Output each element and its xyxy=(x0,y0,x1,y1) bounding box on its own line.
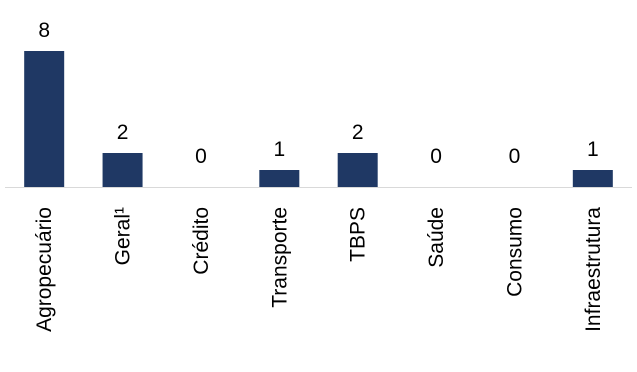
value-label-0: 8 xyxy=(38,19,50,42)
bar-0 xyxy=(24,51,65,187)
category-label-3: Transporte xyxy=(268,207,291,308)
value-label-1: 2 xyxy=(117,121,129,144)
bar-1 xyxy=(102,153,143,187)
category-labels-group: Agropecuário Geral¹ Crédito Transporte TBPS S… xyxy=(33,207,605,332)
category-label-1: Geral¹ xyxy=(112,207,135,265)
bar-7 xyxy=(572,170,613,187)
category-label-5: Saúde xyxy=(425,207,448,268)
category-label-0: Agropecuário xyxy=(33,207,56,332)
category-label-4: TBPS xyxy=(347,207,370,262)
category-label-7: Infraestrutura xyxy=(582,207,605,332)
value-label-7: 1 xyxy=(587,138,599,161)
value-label-2: 0 xyxy=(195,145,207,168)
value-labels-group: 8 2 0 1 2 0 0 1 xyxy=(38,19,598,168)
bar-3 xyxy=(259,170,300,187)
category-label-6: Consumo xyxy=(503,207,526,297)
value-label-5: 0 xyxy=(430,145,442,168)
bar-4 xyxy=(337,153,378,187)
value-label-6: 0 xyxy=(509,145,521,168)
value-label-4: 2 xyxy=(352,121,364,144)
bars-group xyxy=(24,51,613,187)
category-label-2: Crédito xyxy=(190,207,213,275)
value-label-3: 1 xyxy=(273,138,285,161)
